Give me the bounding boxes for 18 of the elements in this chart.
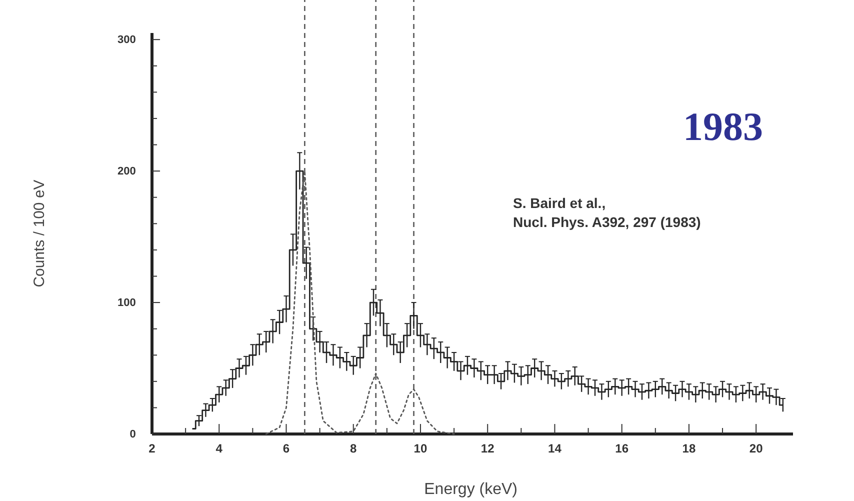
x-tick-label: 18 — [682, 442, 696, 456]
x-tick-label: 16 — [615, 442, 629, 456]
x-tick-label: 8 — [350, 442, 358, 456]
x-axis-title: Energy (keV) — [424, 481, 518, 498]
y-tick-label: 200 — [117, 166, 136, 178]
x-tick-label: 2 — [148, 442, 156, 456]
x-tick-label: 12 — [480, 442, 495, 456]
x-tick-label: 10 — [414, 442, 428, 456]
annotation: 1983 — [683, 104, 763, 149]
y-tick-label: 100 — [117, 297, 136, 310]
x-tick-label: 14 — [548, 442, 562, 456]
y-tick-label: 0 — [130, 428, 136, 441]
annotation: S. Baird et al., Nucl. Phys. A392, 297 (1983) — [513, 195, 701, 230]
x-tick-label: 6 — [282, 442, 290, 456]
x-tick-label: 4 — [216, 442, 223, 456]
x-tick-label: 20 — [749, 442, 764, 456]
y-tick-label: 300 — [117, 34, 136, 46]
y-axis-title: Counts / 100 eV — [31, 180, 48, 288]
